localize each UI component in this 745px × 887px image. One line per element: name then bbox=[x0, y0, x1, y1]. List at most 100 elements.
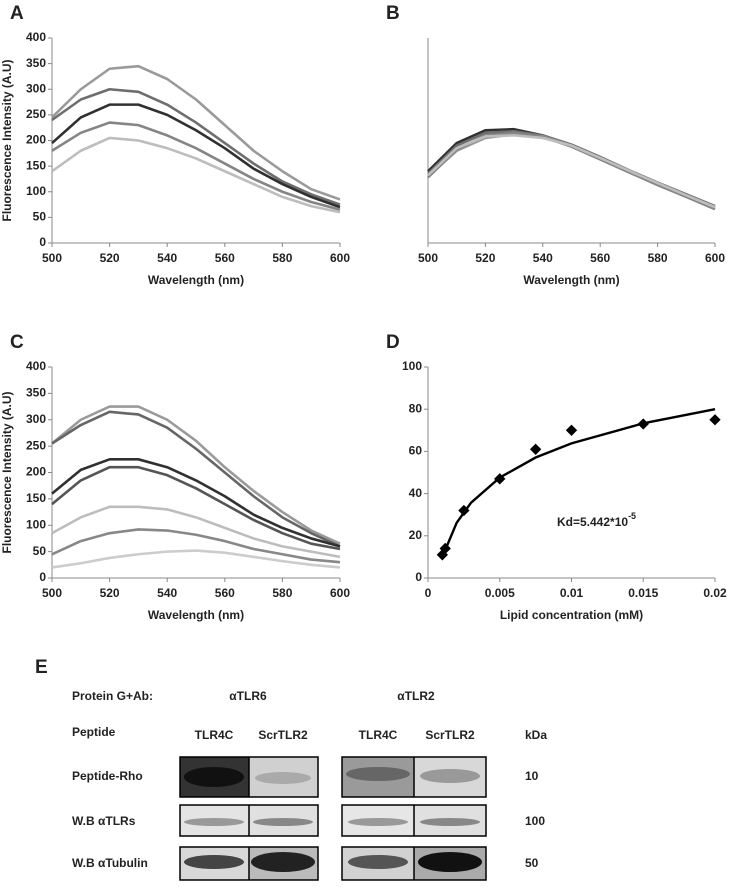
data-line bbox=[51, 410, 341, 548]
panel-label: A bbox=[10, 3, 24, 24]
x-axis-label: Lipid concentration (mM) bbox=[500, 608, 643, 622]
data-line bbox=[427, 134, 716, 209]
x-tick-label: 560 bbox=[215, 586, 235, 600]
y-tick-label: 200 bbox=[26, 465, 46, 479]
y-axis-label: Fluorescence Intensity (A.U) bbox=[0, 391, 14, 553]
y-tick-label: 300 bbox=[26, 412, 46, 426]
x-tick-label: 600 bbox=[330, 586, 350, 600]
y-tick-label: 40 bbox=[409, 486, 423, 500]
y-tick-label: 350 bbox=[26, 56, 46, 70]
band-spot bbox=[184, 818, 244, 826]
x-axis-label: Wavelength (nm) bbox=[523, 273, 619, 287]
data-line bbox=[51, 505, 341, 559]
data-point bbox=[565, 424, 578, 436]
x-tick-label: 0 bbox=[425, 586, 432, 600]
x-tick-label: 600 bbox=[330, 251, 350, 265]
y-tick-label: 60 bbox=[409, 444, 423, 458]
y-tick-label: 20 bbox=[409, 528, 423, 542]
row-label: W.B αTLRs bbox=[72, 814, 136, 828]
x-tick-label: 520 bbox=[475, 251, 495, 265]
band-spot bbox=[184, 855, 244, 869]
row-label: Peptide-Rho bbox=[72, 769, 143, 783]
x-tick-label: 560 bbox=[590, 251, 610, 265]
band-spot bbox=[348, 855, 408, 869]
band-spot bbox=[255, 772, 311, 784]
panel-label: D bbox=[386, 332, 400, 353]
data-point bbox=[637, 418, 649, 430]
y-tick-label: 100 bbox=[26, 517, 46, 531]
band-spot bbox=[348, 818, 408, 826]
kda-label: 100 bbox=[525, 814, 545, 828]
y-tick-label: 0 bbox=[415, 570, 422, 584]
y-tick-label: 150 bbox=[26, 491, 46, 505]
x-axis-label: Wavelength (nm) bbox=[148, 608, 244, 622]
y-tick-label: 50 bbox=[33, 210, 47, 224]
x-tick-label: 560 bbox=[215, 251, 235, 265]
x-tick-label: 540 bbox=[157, 251, 177, 265]
y-tick-label: 250 bbox=[26, 438, 46, 452]
x-tick-label: 500 bbox=[42, 251, 62, 265]
row-label: W.B αTubulin bbox=[72, 856, 148, 870]
data-line bbox=[51, 528, 341, 564]
x-tick-label: 580 bbox=[648, 251, 668, 265]
y-tick-label: 100 bbox=[402, 359, 422, 373]
peptide-label: Peptide bbox=[72, 725, 116, 739]
x-tick-label: 600 bbox=[705, 251, 725, 265]
x-tick-label: 500 bbox=[42, 586, 62, 600]
lane-label: TLR4C bbox=[195, 728, 234, 742]
data-line bbox=[51, 458, 341, 548]
data-point bbox=[529, 443, 542, 455]
x-tick-label: 520 bbox=[100, 586, 120, 600]
data-point bbox=[458, 504, 470, 517]
annotation-text: Kd=5.442*10 bbox=[557, 515, 628, 529]
data-line bbox=[51, 136, 341, 214]
lane-label: ScrTLR2 bbox=[425, 728, 475, 742]
y-tick-label: 400 bbox=[26, 30, 46, 44]
data-line bbox=[51, 64, 341, 201]
band-spot bbox=[251, 852, 315, 872]
band-spot bbox=[346, 767, 410, 781]
y-tick-label: 150 bbox=[26, 158, 46, 172]
x-tick-label: 0.005 bbox=[485, 586, 515, 600]
band-spot bbox=[184, 767, 244, 787]
x-tick-label: 500 bbox=[418, 251, 438, 265]
y-tick-label: 80 bbox=[409, 401, 423, 415]
y-axis-label: Fluorescence Intensity (A.U) bbox=[0, 59, 14, 221]
data-line bbox=[51, 405, 341, 545]
fit-curve bbox=[441, 408, 716, 558]
y-tick-label: 300 bbox=[26, 81, 46, 95]
annotation: Kd=5.442*10-5 bbox=[557, 511, 636, 529]
x-tick-label: 580 bbox=[272, 251, 292, 265]
data-line bbox=[51, 465, 341, 551]
band-spot bbox=[420, 818, 480, 826]
panel-label: E bbox=[35, 657, 48, 678]
x-tick-label: 540 bbox=[533, 251, 553, 265]
unit-label: kDa bbox=[525, 728, 547, 742]
lane-label: TLR4C bbox=[359, 728, 398, 742]
band-spot bbox=[253, 818, 313, 826]
lane-label: ScrTLR2 bbox=[258, 728, 308, 742]
antibody-label: αTLR2 bbox=[397, 689, 435, 703]
data-line bbox=[51, 121, 341, 211]
protein-label: Protein G+Ab: bbox=[72, 689, 153, 703]
data-point bbox=[494, 473, 506, 485]
band-spot bbox=[418, 852, 482, 872]
data-line bbox=[51, 103, 341, 209]
x-tick-label: 0.015 bbox=[628, 586, 658, 600]
data-line bbox=[51, 87, 341, 206]
panel-label: C bbox=[10, 332, 24, 353]
y-tick-label: 400 bbox=[26, 359, 46, 373]
y-tick-label: 0 bbox=[39, 570, 46, 584]
y-tick-label: 50 bbox=[33, 544, 47, 558]
x-tick-label: 540 bbox=[157, 586, 177, 600]
data-point bbox=[439, 542, 451, 555]
x-tick-label: 580 bbox=[272, 586, 292, 600]
band-spot bbox=[420, 769, 480, 783]
y-tick-label: 0 bbox=[39, 235, 46, 249]
data-point bbox=[709, 414, 721, 426]
x-axis-label: Wavelength (nm) bbox=[148, 273, 244, 287]
annotation-superscript: -5 bbox=[628, 511, 636, 521]
kda-label: 50 bbox=[525, 856, 539, 870]
blot-bands bbox=[179, 756, 487, 881]
